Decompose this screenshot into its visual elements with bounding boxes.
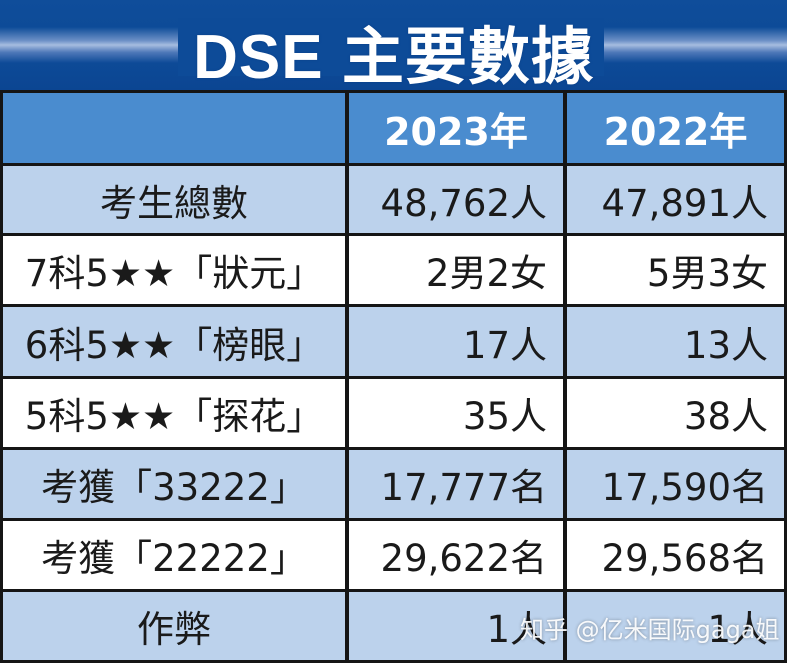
row-value-2023: 29,622名	[349, 521, 563, 589]
row-value-2023: 2男2女	[349, 236, 563, 304]
title-backdrop	[178, 18, 604, 76]
row-value-2022: 13人	[567, 307, 784, 376]
page-title: DSE 主要數據	[193, 23, 594, 92]
row-value-2022: 1人	[567, 592, 784, 660]
row-value-2022: 47,891人	[567, 166, 784, 233]
row-value-2022: 38人	[567, 379, 784, 447]
row-label-zhuangyuan: 7科5★★「狀元」	[3, 236, 345, 304]
title-banner: DSE 主要數據	[0, 0, 787, 92]
header-2023: 2023年	[349, 93, 563, 163]
data-table: 2023年 2022年 考生總數 48,762人 47,891人 7科5★★「狀…	[0, 90, 787, 663]
header-empty-cell	[3, 93, 345, 163]
row-value-2022: 29,568名	[567, 521, 784, 589]
row-label-33222: 考獲「33222」	[3, 450, 345, 518]
row-value-2023: 17人	[349, 307, 563, 376]
row-value-2023: 1人	[349, 592, 563, 660]
row-label-bangyan: 6科5★★「榜眼」	[3, 307, 345, 376]
row-value-2023: 17,777名	[349, 450, 563, 518]
row-value-2023: 48,762人	[349, 166, 563, 233]
row-value-2022: 17,590名	[567, 450, 784, 518]
row-value-2023: 35人	[349, 379, 563, 447]
row-value-2022: 5男3女	[567, 236, 784, 304]
watermark: 知乎 @亿米国际gaga姐	[520, 616, 780, 644]
row-label-total-candidates: 考生總數	[3, 166, 345, 233]
row-label-22222: 考獲「22222」	[3, 521, 345, 589]
row-label-tanhua: 5科5★★「探花」	[3, 379, 345, 447]
header-2022: 2022年	[567, 93, 784, 163]
row-label-cheating: 作弊	[3, 592, 345, 660]
